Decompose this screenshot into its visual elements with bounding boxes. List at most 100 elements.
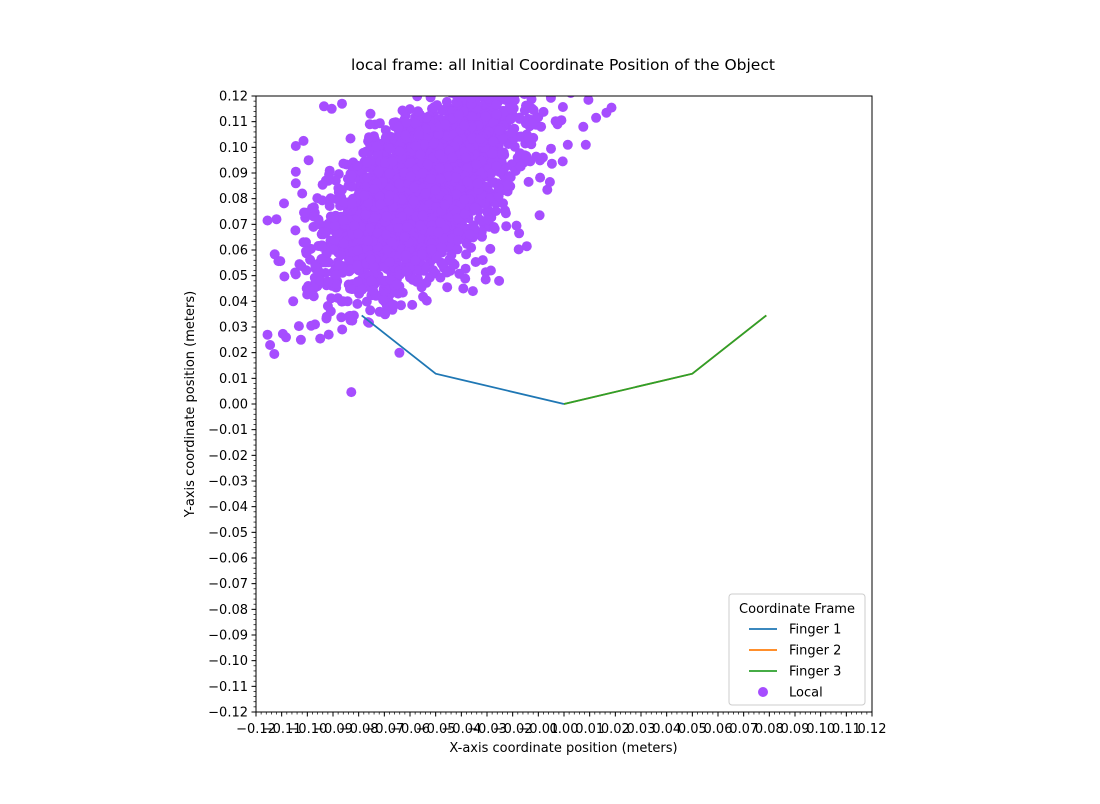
- x-tick-label: −0.10: [287, 722, 327, 737]
- y-tick-label: 0.06: [219, 244, 248, 259]
- x-tick-label: −0.12: [236, 722, 276, 737]
- local-point: [408, 196, 419, 206]
- local-point: [279, 198, 289, 209]
- local-point: [362, 157, 373, 168]
- local-point: [443, 171, 454, 182]
- local-point: [506, 127, 517, 138]
- local-point: [290, 178, 301, 189]
- local-point: [521, 241, 532, 252]
- local-point: [578, 121, 589, 132]
- local-point: [435, 173, 446, 184]
- local-point: [500, 208, 511, 219]
- local-point: [479, 40, 489, 50]
- local-point: [364, 119, 375, 130]
- local-point: [362, 172, 373, 183]
- x-tick-label: 0.01: [575, 722, 604, 737]
- local-point: [432, 100, 443, 111]
- local-point: [455, 85, 465, 95]
- local-point: [269, 349, 280, 359]
- y-tick-label: 0.01: [219, 372, 248, 387]
- y-tick-label: −0.11: [208, 680, 248, 695]
- local-point: [290, 166, 301, 177]
- local-point: [494, 125, 505, 136]
- local-point: [453, 227, 464, 238]
- x-tick-label: −0.04: [441, 722, 481, 737]
- local-point: [442, 267, 452, 278]
- local-point: [371, 141, 382, 152]
- local-point: [410, 255, 421, 266]
- local-point: [476, 215, 487, 226]
- local-point: [330, 220, 340, 231]
- local-point: [585, 10, 595, 20]
- local-point: [412, 96, 423, 102]
- local-point: [290, 141, 301, 151]
- local-point: [472, 178, 483, 189]
- local-point: [388, 300, 399, 310]
- legend-box: [728, 593, 866, 706]
- local-point: [338, 158, 349, 169]
- local-point: [511, 220, 522, 231]
- local-point: [346, 181, 357, 192]
- local-point: [384, 257, 395, 268]
- local-point: [458, 283, 469, 294]
- y-tick-label: −0.12: [208, 706, 248, 721]
- local-point: [606, 102, 617, 113]
- local-point: [461, 238, 472, 249]
- local-point: [344, 254, 354, 265]
- local-point: [460, 152, 471, 163]
- local-point: [347, 315, 358, 326]
- local-point: [346, 284, 357, 294]
- local-point: [446, 81, 456, 91]
- x-tick-label: 0.09: [781, 722, 810, 737]
- local-point: [475, 134, 486, 144]
- local-point: [369, 184, 380, 194]
- local-point: [265, 340, 276, 350]
- local-point: [436, 242, 447, 253]
- local-point: [364, 132, 374, 143]
- local-point: [382, 244, 393, 255]
- local-point: [393, 222, 404, 233]
- x-tick-label: 0.11: [832, 722, 861, 737]
- local-point: [535, 172, 546, 183]
- local-point: [413, 106, 423, 117]
- y-tick-label: −0.09: [208, 629, 248, 644]
- local-point: [430, 185, 441, 196]
- local-point: [269, 249, 280, 260]
- local-point: [312, 193, 323, 204]
- local-point: [557, 156, 568, 167]
- local-point: [334, 259, 345, 270]
- x-tick-label: −0.09: [313, 722, 353, 737]
- local-point: [502, 30, 512, 40]
- local-point: [491, 109, 502, 120]
- local-point: [523, 176, 534, 187]
- local-point: [337, 324, 348, 335]
- local-point: [295, 334, 306, 345]
- local-point: [298, 237, 309, 248]
- x-tick-label: 0.08: [755, 722, 784, 737]
- local-point: [490, 206, 501, 216]
- local-point: [450, 172, 461, 183]
- local-point: [420, 188, 431, 199]
- y-tick-label: −0.03: [208, 475, 248, 490]
- local-point: [550, 116, 561, 127]
- local-point: [452, 244, 463, 255]
- local-point: [315, 333, 326, 344]
- local-point: [378, 295, 389, 305]
- local-point: [293, 321, 304, 332]
- local-point: [369, 213, 380, 224]
- local-point: [361, 296, 372, 307]
- local-point: [352, 298, 363, 309]
- local-point: [324, 169, 335, 180]
- local-point: [507, 85, 517, 95]
- x-tick-label: −0.08: [339, 722, 379, 737]
- x-tick-label: 0.00: [550, 722, 579, 737]
- local-point: [331, 269, 342, 280]
- local-point: [297, 188, 308, 199]
- local-point: [336, 312, 347, 323]
- local-point: [546, 143, 556, 154]
- x-tick-label: 0.06: [704, 722, 733, 737]
- local-point: [442, 163, 453, 174]
- x-tick-label: −0.01: [518, 722, 558, 737]
- local-point: [415, 149, 426, 160]
